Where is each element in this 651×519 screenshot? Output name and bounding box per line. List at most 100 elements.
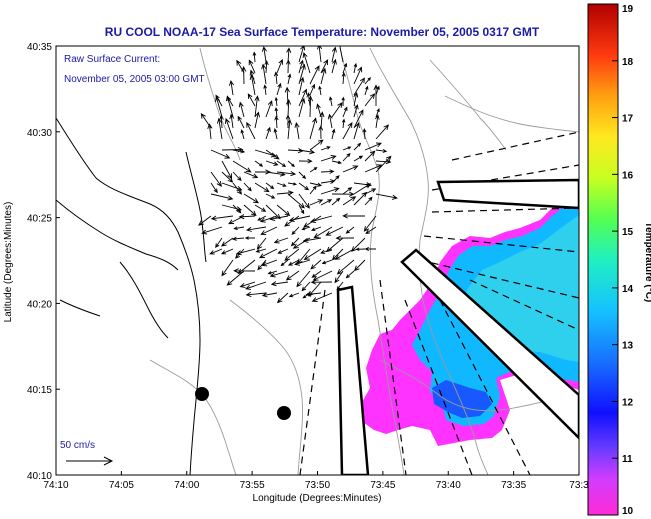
- current-arrow: [245, 291, 267, 298]
- current-arrow: [264, 60, 269, 74]
- current-arrow: [345, 226, 355, 234]
- x-tick-label: 73:50: [305, 480, 330, 491]
- current-arrow: [219, 114, 224, 129]
- current-arrow: [239, 281, 256, 288]
- current-arrow: [220, 237, 234, 247]
- current-arrow: [309, 117, 318, 140]
- current-arrow: [342, 146, 352, 151]
- current-arrow: [364, 77, 371, 85]
- current-arrow: [375, 193, 398, 200]
- current-arrow: [342, 62, 348, 74]
- current-arrow: [220, 248, 234, 255]
- current-arrow: [257, 259, 267, 271]
- current-arrow: [244, 236, 255, 240]
- current-arrow: [254, 160, 264, 167]
- current-arrow: [291, 226, 300, 235]
- current-arrow: [353, 183, 372, 195]
- current-arrow: [353, 109, 364, 129]
- current-arrow: [210, 171, 222, 187]
- current-arrow: [277, 248, 289, 254]
- marker-dot-2: [277, 406, 291, 420]
- current-arrow: [287, 182, 298, 186]
- current-arrow: [286, 47, 292, 63]
- current-arrow: [232, 204, 242, 214]
- current-arrow: [273, 127, 278, 140]
- current-arrow: [256, 237, 267, 250]
- x-tick-label: 73:3: [569, 480, 589, 491]
- y-tick-label: 40:15: [27, 385, 52, 396]
- bathymetry-contours: [149, 47, 579, 475]
- current-arrow: [331, 58, 337, 74]
- current-arrow: [298, 46, 306, 63]
- current-arrow: [353, 66, 363, 85]
- x-tick-label: 74:10: [43, 480, 68, 491]
- colorbar-tick-label: 16: [622, 170, 634, 181]
- current-arrow: [312, 270, 333, 281]
- current-arrow: [320, 59, 329, 74]
- current-arrow: [364, 142, 382, 151]
- current-arrow: [307, 95, 314, 118]
- current-arrow: [235, 248, 256, 256]
- current-arrow: [336, 259, 355, 275]
- current-arrow: [265, 160, 279, 166]
- current-arrow: [364, 93, 376, 107]
- current-arrow: [210, 182, 218, 194]
- current-arrow: [254, 182, 270, 193]
- current-arrow: [294, 121, 300, 140]
- y-axis-ticks: 40:35 40:30 40:25 40:20 40:15 40:10: [27, 42, 60, 482]
- current-arrow: [319, 111, 325, 129]
- current-arrow: [243, 204, 257, 217]
- current-arrow: [342, 213, 366, 219]
- current-arrow: [362, 127, 367, 140]
- current-arrow: [238, 101, 245, 118]
- current-arrow: [302, 292, 311, 299]
- current-arrow: [284, 248, 300, 261]
- current-arrow: [232, 160, 252, 173]
- current-arrow: [225, 117, 234, 140]
- colorbar-tick-label: 11: [622, 454, 633, 465]
- current-arrow: [241, 65, 247, 85]
- current-arrow: [254, 204, 267, 212]
- current-arrow: [342, 118, 346, 129]
- current-arrow: [334, 270, 344, 284]
- annotation-line-2: November 05, 2005 03:00 GMT: [64, 74, 205, 85]
- current-arrow: [310, 279, 333, 285]
- current-arrow: [364, 150, 376, 162]
- current-arrow: [209, 248, 223, 255]
- colorbar-tick-label: 17: [622, 114, 634, 125]
- y-tick-label: 40:20: [27, 299, 52, 310]
- current-arrow: [364, 85, 369, 96]
- current-arrow: [261, 63, 267, 85]
- current-arrow: [302, 237, 322, 243]
- current-arrow: [254, 111, 261, 129]
- current-arrow: [229, 113, 235, 129]
- current-arrow: [353, 62, 358, 74]
- x-tick-label: 73:40: [436, 480, 461, 491]
- current-arrow: [263, 84, 267, 96]
- current-arrow: [331, 102, 343, 118]
- current-arrow: [318, 125, 324, 140]
- current-arrow: [269, 215, 289, 222]
- current-arrow: [301, 281, 311, 292]
- colorbar-tick-label: 15: [622, 227, 634, 238]
- current-arrow: [287, 73, 292, 85]
- marker-dot-1: [195, 387, 209, 401]
- current-arrow: [243, 171, 259, 179]
- current-arrow: [252, 51, 257, 63]
- current-arrow: [298, 193, 310, 209]
- colorbar-tick-label: 19: [622, 4, 634, 15]
- current-arrow: [302, 52, 311, 74]
- current-arrow: [215, 96, 223, 118]
- y-tick-label: 40:25: [27, 214, 52, 225]
- current-arrow: [246, 121, 256, 140]
- current-arrow: [375, 155, 392, 173]
- current-arrow: [294, 259, 311, 266]
- map-title: RU COOL NOAA-17 Sea Surface Temperature:…: [105, 25, 540, 39]
- current-arrow: [310, 226, 322, 232]
- current-arrow: [355, 247, 366, 251]
- current-arrow: [363, 215, 377, 232]
- annotation-line-1: Raw Surface Current:: [64, 54, 160, 65]
- current-arrow: [257, 215, 267, 221]
- current-arrow: [287, 259, 300, 266]
- current-arrow: [215, 237, 223, 249]
